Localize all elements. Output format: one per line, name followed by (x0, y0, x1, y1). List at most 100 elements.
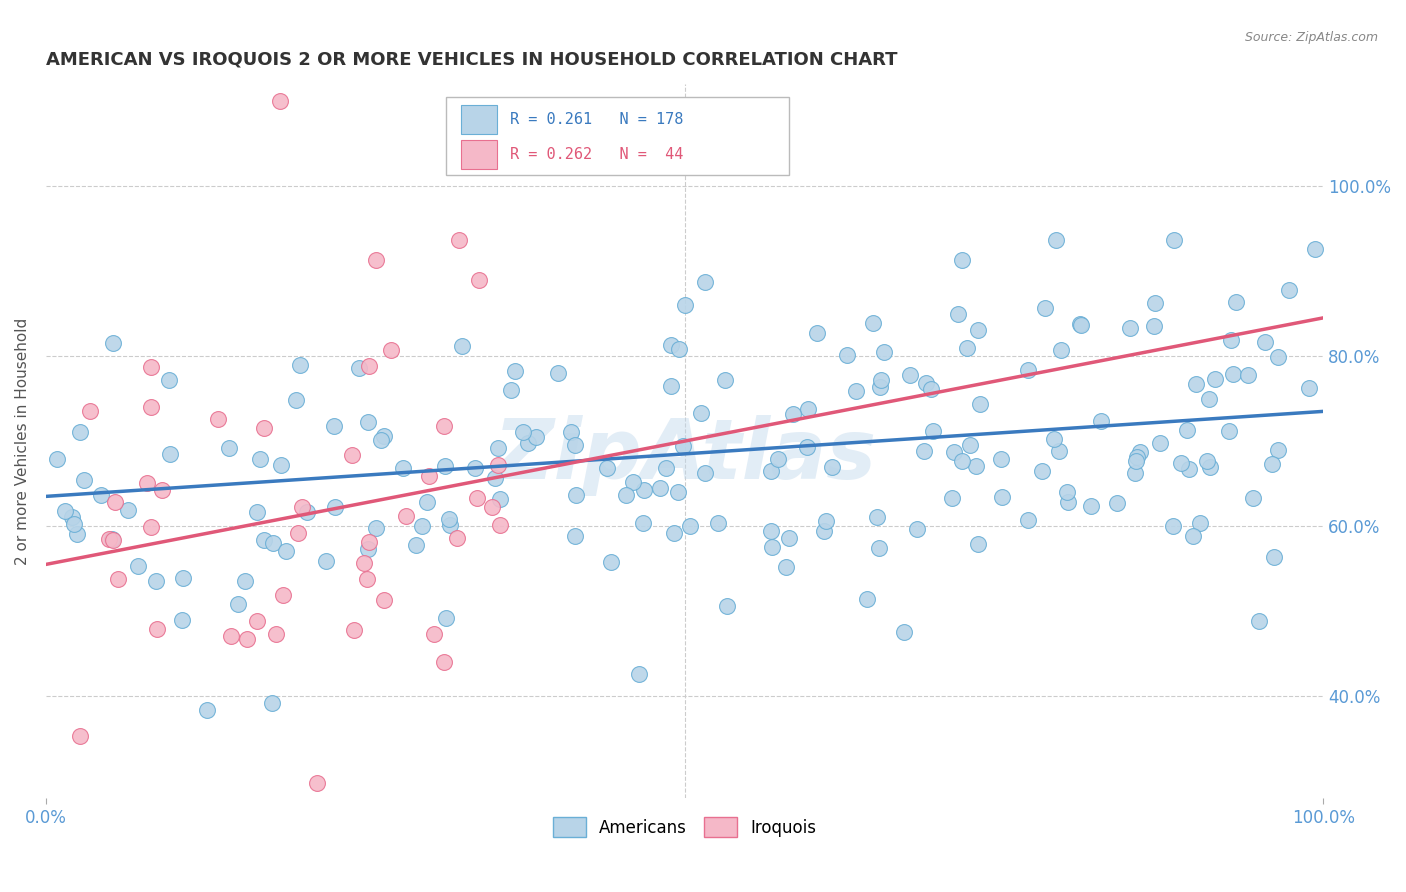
Point (693, 466, 716, 480)
Point (380, 343, 402, 358)
Point (596, 461, 619, 475)
Point (411, 519, 433, 533)
Point (662, 525, 685, 540)
Point (60, 509, 83, 524)
Point (1267, 350, 1289, 364)
Point (835, 348, 858, 362)
Point (813, 524, 835, 539)
Point (666, 485, 689, 500)
Point (1119, 321, 1142, 335)
Point (512, 425, 534, 440)
Point (633, 483, 655, 498)
Point (291, 500, 314, 514)
Point (869, 373, 891, 387)
Text: ZipAtlas: ZipAtlas (494, 415, 876, 496)
Point (1090, 414, 1112, 428)
Point (1161, 519, 1184, 533)
Point (943, 445, 966, 459)
Point (159, 447, 181, 461)
Point (921, 424, 943, 438)
Point (1047, 443, 1070, 458)
Point (1126, 450, 1149, 464)
Point (969, 397, 991, 411)
Point (418, 469, 440, 483)
Point (1129, 444, 1152, 458)
Point (1184, 377, 1206, 392)
Point (1204, 372, 1226, 386)
Point (1198, 460, 1220, 475)
Point (264, 627, 287, 641)
Point (628, 667, 651, 681)
Point (101, 336, 124, 351)
Point (416, 495, 439, 509)
Point (560, 425, 582, 439)
Point (673, 298, 696, 312)
Point (1057, 495, 1080, 509)
Point (170, 613, 193, 627)
FancyBboxPatch shape (446, 97, 789, 175)
Point (1070, 318, 1092, 332)
Point (53, 504, 76, 518)
Text: Source: ZipAtlas.com: Source: ZipAtlas.com (1244, 31, 1378, 45)
Point (1220, 333, 1243, 347)
Point (678, 518, 700, 533)
Point (405, 538, 427, 552)
Point (761, 541, 783, 555)
Point (547, 367, 569, 381)
Point (815, 514, 838, 528)
Point (759, 464, 782, 478)
Point (107, 572, 129, 586)
Point (465, 491, 488, 505)
Point (357, 415, 380, 429)
Point (359, 359, 381, 374)
Point (564, 529, 586, 543)
Point (391, 460, 413, 475)
Point (1045, 233, 1067, 247)
Point (869, 380, 891, 394)
Point (967, 537, 990, 551)
Point (915, 376, 938, 391)
Point (357, 541, 380, 556)
Point (219, 630, 242, 644)
Point (127, 558, 149, 573)
Point (139, 400, 162, 414)
Point (343, 624, 366, 638)
Point (323, 418, 346, 433)
Point (782, 407, 804, 421)
Point (373, 428, 395, 442)
Text: R = 0.262   N =  44: R = 0.262 N = 44 (509, 147, 683, 162)
Point (1182, 529, 1205, 543)
Point (262, 697, 284, 711)
Point (395, 508, 418, 523)
Point (104, 495, 127, 509)
Point (1125, 454, 1147, 468)
Point (990, 451, 1012, 466)
Point (524, 430, 547, 444)
Point (845, 384, 868, 398)
Point (347, 361, 370, 376)
Point (79, 404, 101, 418)
Point (565, 488, 588, 502)
Point (1225, 295, 1247, 310)
Point (433, 655, 456, 669)
Point (464, 460, 486, 475)
Point (855, 591, 877, 606)
Point (145, 574, 167, 588)
Point (262, 536, 284, 550)
Point (659, 337, 682, 351)
Point (941, 491, 963, 506)
Point (672, 439, 695, 453)
Point (315, 553, 337, 567)
Point (325, 500, 347, 514)
Point (862, 316, 884, 330)
Point (893, 624, 915, 639)
Point (73, 473, 96, 487)
Point (1195, 454, 1218, 468)
Point (450, 339, 472, 353)
Point (285, 392, 308, 407)
Point (484, 471, 506, 485)
Point (1031, 464, 1053, 478)
Point (433, 419, 456, 434)
Point (218, 441, 240, 455)
Point (693, 275, 716, 289)
